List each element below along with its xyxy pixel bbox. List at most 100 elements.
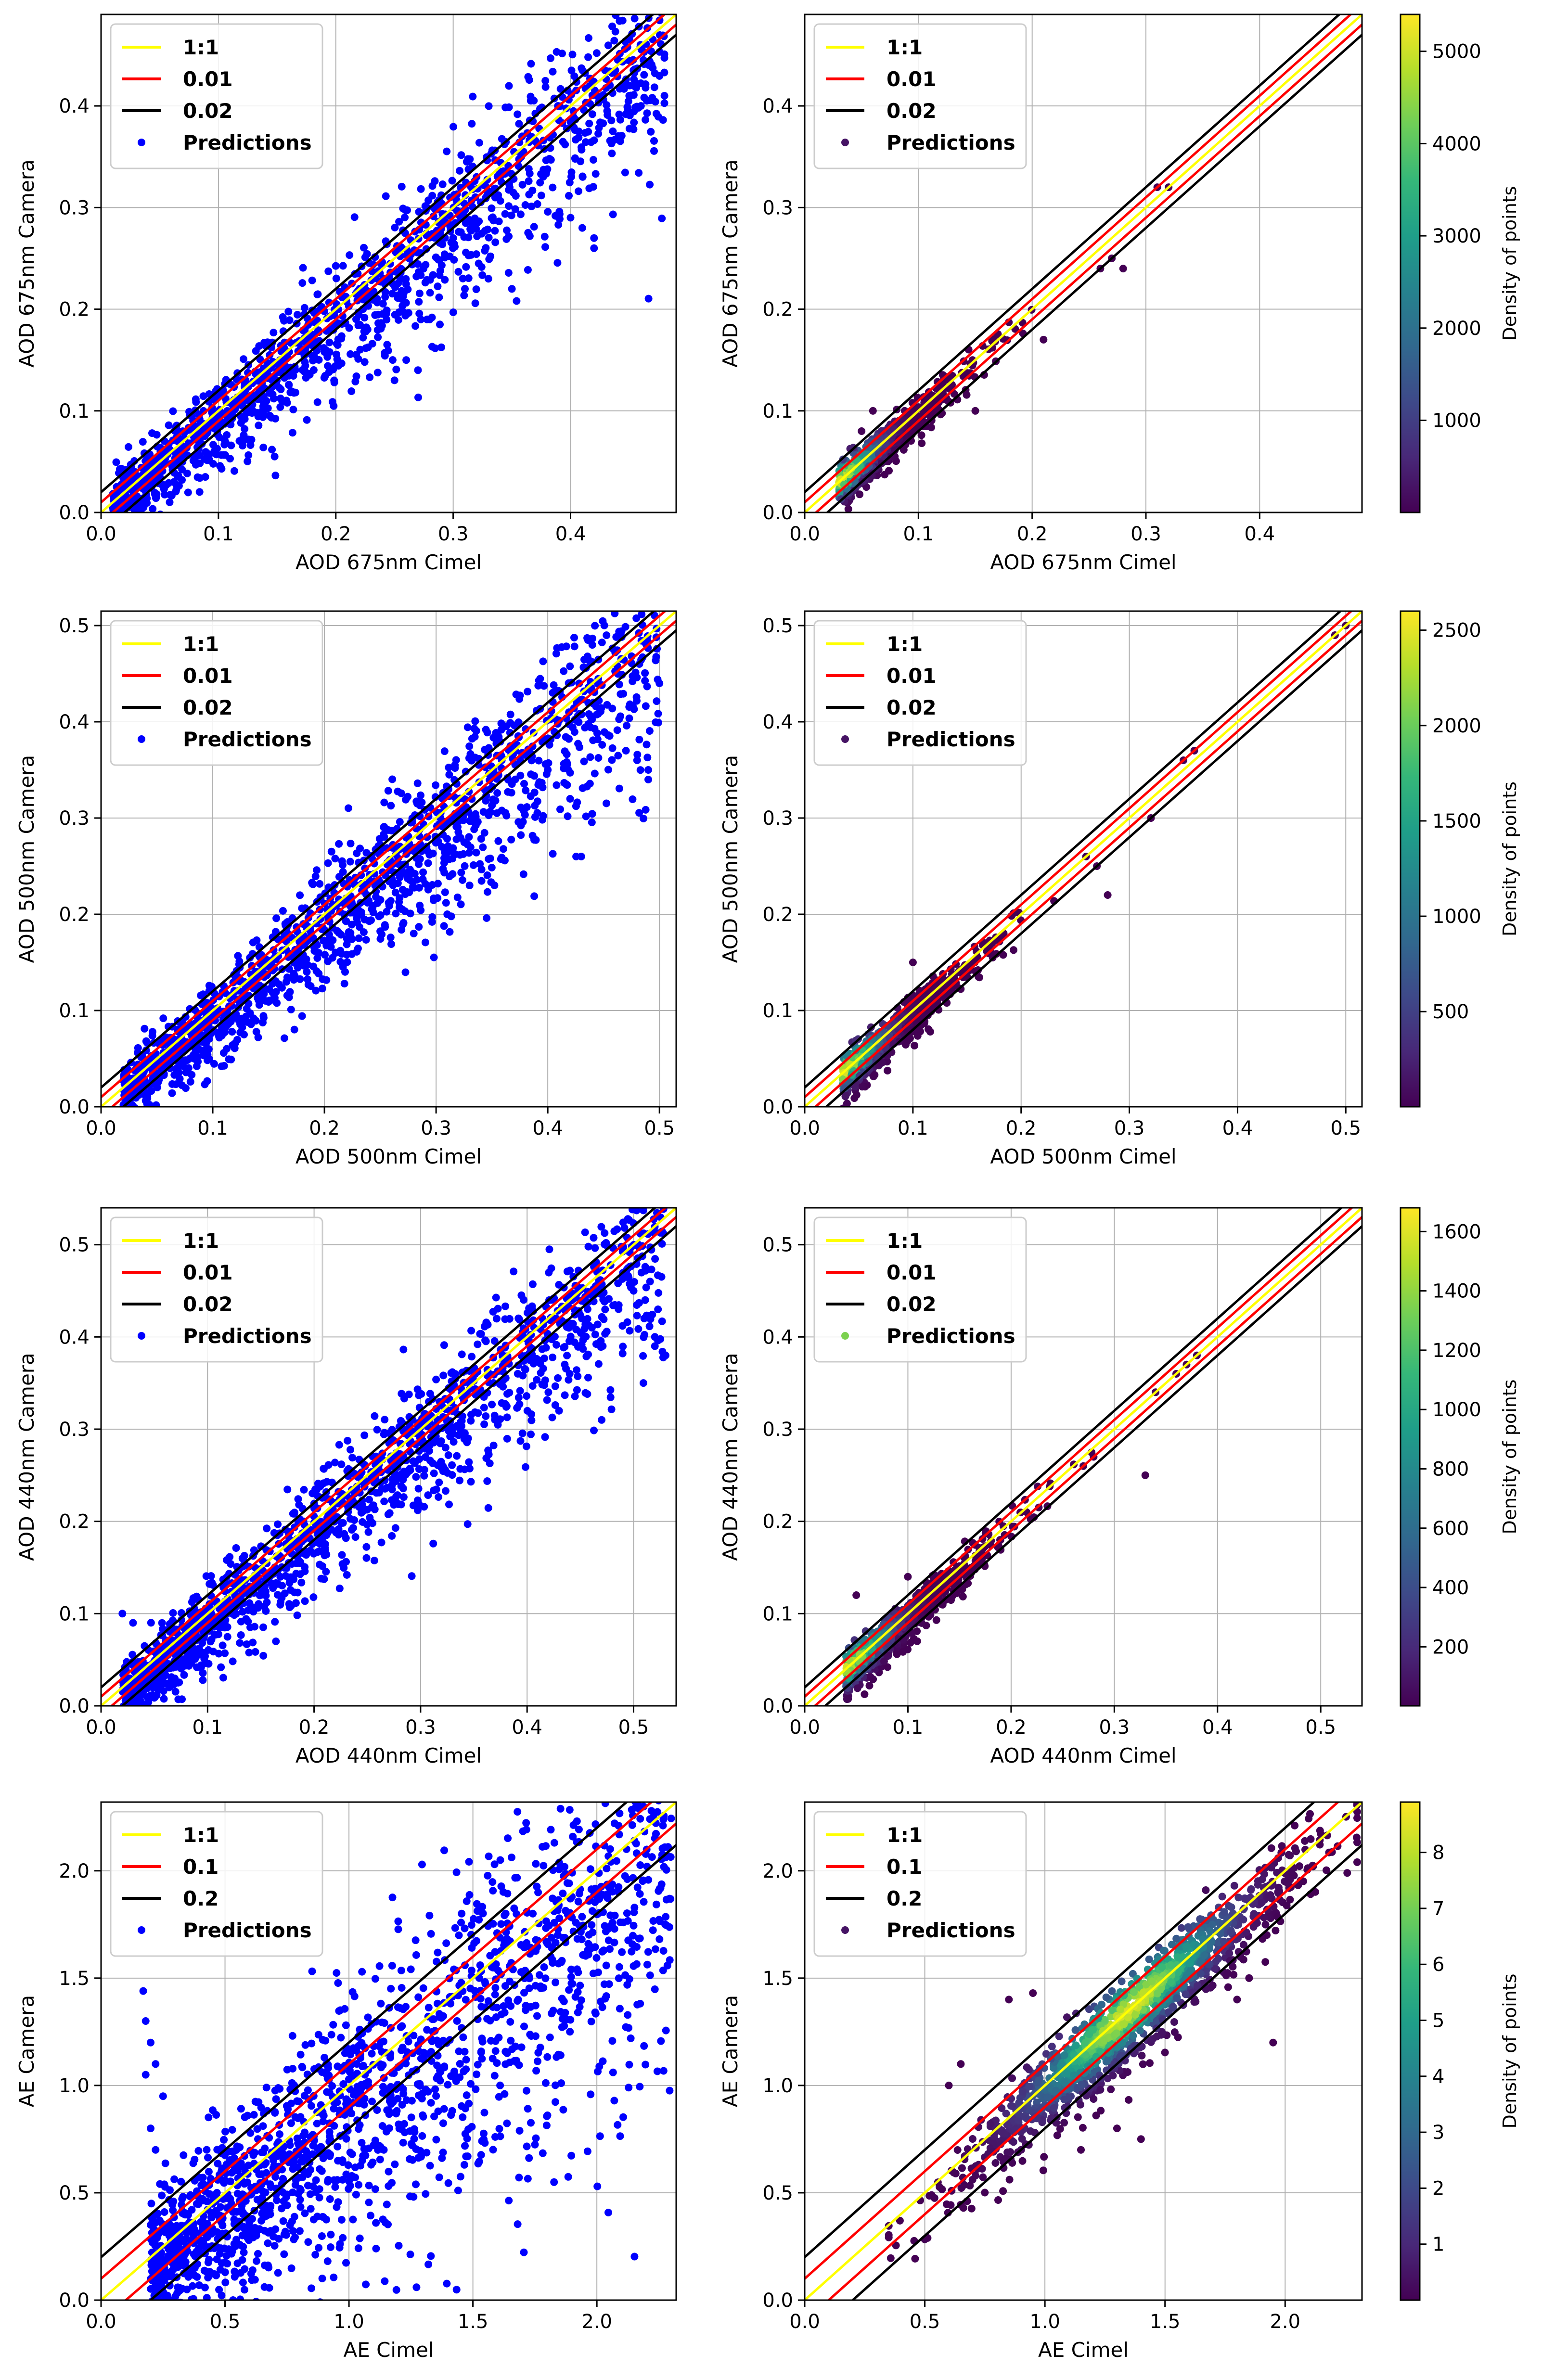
prediction-point — [603, 107, 611, 115]
prediction-point — [262, 403, 270, 411]
prediction-point — [383, 908, 391, 916]
prediction-point — [362, 344, 370, 352]
prediction-point — [484, 225, 492, 233]
prediction-point — [404, 285, 412, 294]
prediction-point — [195, 488, 204, 496]
prediction-point — [466, 843, 475, 851]
prediction-point — [312, 986, 320, 995]
y-tick-label: 0.4 — [762, 711, 793, 733]
prediction-point — [608, 756, 616, 764]
prediction-point — [593, 729, 601, 737]
prediction-point — [467, 227, 475, 235]
panel-aod500-density: 0.00.00.10.10.20.20.30.30.40.40.50.5AOD … — [719, 610, 1520, 1168]
legend-label: 0.01 — [887, 67, 937, 91]
legend-predictions: Predictions — [841, 131, 1015, 154]
prediction-point — [417, 185, 425, 193]
prediction-point — [858, 427, 866, 435]
prediction-point — [885, 467, 893, 475]
prediction-point — [527, 1416, 536, 1424]
prediction-point — [452, 799, 460, 807]
prediction-point — [365, 917, 373, 925]
prediction-point — [359, 333, 367, 342]
prediction-point — [502, 812, 511, 819]
prediction-point — [522, 786, 530, 794]
prediction-point — [911, 1041, 919, 1049]
prediction-point — [651, 98, 659, 106]
prediction-point — [629, 56, 637, 64]
prediction-point — [453, 198, 461, 206]
one-to-one-line — [805, 14, 1362, 512]
prediction-point — [603, 101, 611, 109]
prediction-point — [576, 743, 584, 751]
prediction-point — [130, 506, 139, 512]
legend-predictions: Predictions — [841, 728, 1015, 751]
prediction-point — [524, 73, 532, 81]
prediction-point — [554, 221, 563, 229]
prediction-point — [553, 644, 561, 652]
prediction-point — [448, 177, 456, 185]
prediction-point — [585, 119, 593, 128]
prediction-point — [384, 787, 392, 795]
prediction-point — [1040, 335, 1048, 344]
prediction-point — [325, 338, 334, 346]
prediction-point — [432, 781, 440, 789]
prediction-point — [870, 1073, 877, 1080]
prediction-point — [630, 705, 638, 713]
prediction-point — [589, 634, 596, 642]
prediction-point — [356, 845, 364, 853]
legend-one-to-one: 1:1 — [826, 36, 923, 59]
prediction-point — [850, 1094, 859, 1102]
band-outer-lower — [824, 629, 1362, 1107]
prediction-point — [527, 203, 536, 210]
prediction-point — [616, 137, 624, 145]
y-tick-label: 0.2 — [59, 299, 90, 321]
prediction-point — [346, 251, 354, 259]
prediction-point — [366, 373, 374, 381]
x-tick-label: 0.1 — [197, 1117, 228, 1139]
prediction-point — [588, 810, 596, 818]
colorbar-tick-label: 1000 — [1432, 906, 1481, 928]
prediction-point — [452, 756, 460, 764]
prediction-point — [184, 488, 192, 497]
prediction-point — [459, 816, 467, 824]
prediction-point — [380, 1497, 388, 1506]
prediction-point — [220, 440, 229, 448]
prediction-point — [610, 37, 618, 45]
prediction-point — [933, 378, 941, 386]
prediction-point — [503, 1413, 511, 1421]
prediction-point — [633, 1312, 641, 1319]
prediction-point — [436, 320, 444, 329]
prediction-point — [391, 888, 399, 896]
legend-box — [110, 620, 323, 766]
y-tick-label: 0.3 — [762, 807, 793, 830]
prediction-point — [578, 64, 586, 72]
x-tick-label: 0.1 — [903, 523, 934, 545]
prediction-point — [560, 667, 568, 675]
prediction-point — [642, 702, 650, 710]
prediction-point — [488, 204, 496, 212]
x-tick-label: 0.0 — [789, 523, 820, 545]
prediction-point — [387, 802, 395, 810]
prediction-point — [527, 1430, 535, 1438]
prediction-point — [390, 376, 398, 384]
prediction-point — [169, 407, 177, 415]
prediction-point — [298, 279, 307, 287]
prediction-point — [553, 259, 562, 267]
prediction-point — [612, 14, 620, 19]
prediction-point — [269, 980, 277, 988]
prediction-point — [464, 274, 473, 282]
prediction-point — [253, 936, 261, 944]
prediction-point — [586, 780, 594, 788]
prediction-point — [640, 1333, 648, 1341]
legend-label: 1:1 — [183, 36, 219, 59]
prediction-point — [343, 940, 351, 948]
prediction-point — [878, 1059, 886, 1067]
prediction-point — [615, 627, 623, 636]
prediction-point — [394, 291, 402, 299]
prediction-point — [231, 1044, 239, 1052]
prediction-point — [205, 1660, 213, 1668]
prediction-point — [642, 80, 650, 88]
prediction-point — [644, 776, 652, 783]
prediction-point — [213, 445, 221, 453]
